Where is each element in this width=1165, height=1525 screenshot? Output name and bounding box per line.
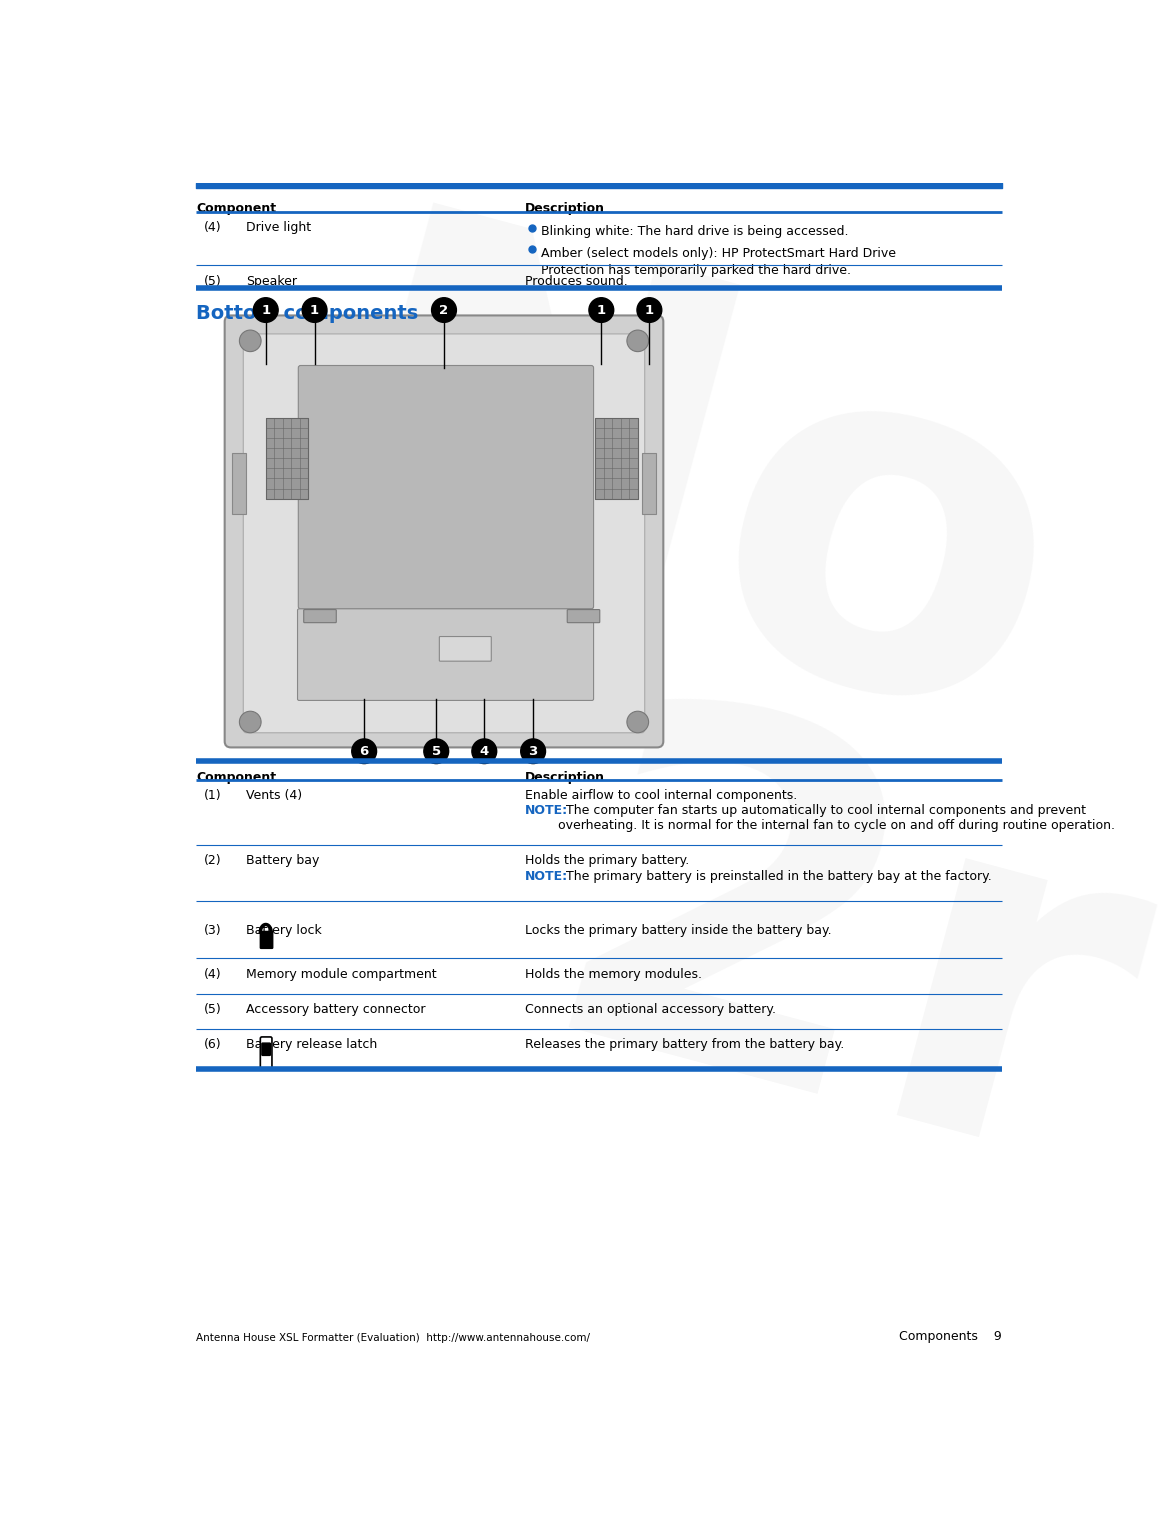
- Text: Locks the primary battery inside the battery bay.: Locks the primary battery inside the bat…: [525, 924, 832, 936]
- FancyBboxPatch shape: [233, 453, 246, 514]
- Text: Vents (4): Vents (4): [246, 788, 303, 802]
- Circle shape: [521, 740, 545, 764]
- Text: Bottom components: Bottom components: [196, 303, 418, 323]
- Text: (3): (3): [204, 924, 221, 936]
- Text: Connects an optional accessory battery.: Connects an optional accessory battery.: [525, 1003, 776, 1016]
- Text: 1: 1: [261, 303, 270, 317]
- Text: Components    9: Components 9: [899, 1330, 1002, 1344]
- FancyBboxPatch shape: [262, 1043, 270, 1055]
- FancyBboxPatch shape: [260, 932, 273, 949]
- Circle shape: [302, 297, 327, 322]
- Text: (4): (4): [204, 221, 221, 235]
- Text: Description: Description: [525, 770, 606, 784]
- Text: (1): (1): [204, 788, 221, 802]
- Text: (6): (6): [204, 1039, 221, 1051]
- Text: Antenna House XSL Formatter (Evaluation)  http://www.antennahouse.com/: Antenna House XSL Formatter (Evaluation)…: [196, 1333, 589, 1344]
- Circle shape: [239, 711, 261, 734]
- Circle shape: [431, 297, 457, 322]
- Text: NOTE:: NOTE:: [525, 869, 569, 883]
- FancyBboxPatch shape: [304, 610, 337, 622]
- Circle shape: [424, 740, 449, 764]
- Text: Holds the memory modules.: Holds the memory modules.: [525, 968, 702, 981]
- Text: (5): (5): [204, 276, 221, 288]
- Text: Blinking white: The hard drive is being accessed.: Blinking white: The hard drive is being …: [541, 226, 848, 238]
- FancyBboxPatch shape: [225, 316, 663, 747]
- Text: Description: Description: [525, 203, 606, 215]
- Circle shape: [352, 740, 376, 764]
- Circle shape: [239, 329, 261, 352]
- FancyBboxPatch shape: [297, 608, 594, 700]
- FancyBboxPatch shape: [642, 453, 656, 514]
- Text: Component: Component: [196, 203, 276, 215]
- Text: Amber (select models only): HP ProtectSmart Hard Drive
Protection has temporaril: Amber (select models only): HP ProtectSm…: [541, 247, 896, 278]
- Text: 6: 6: [360, 744, 369, 758]
- Circle shape: [472, 740, 496, 764]
- Circle shape: [253, 297, 278, 322]
- Text: Drive light: Drive light: [246, 221, 311, 235]
- Text: (5): (5): [204, 1003, 221, 1016]
- Text: Battery lock: Battery lock: [246, 924, 323, 936]
- Text: 3: 3: [529, 744, 538, 758]
- FancyBboxPatch shape: [567, 610, 600, 622]
- Text: Releases the primary battery from the battery bay.: Releases the primary battery from the ba…: [525, 1039, 845, 1051]
- Circle shape: [637, 297, 662, 322]
- Text: Enable airflow to cool internal components.: Enable airflow to cool internal componen…: [525, 788, 798, 802]
- Text: No: No: [269, 188, 1107, 833]
- Text: Memory module compartment: Memory module compartment: [246, 968, 437, 981]
- FancyBboxPatch shape: [595, 418, 637, 499]
- Text: (2): (2): [204, 854, 221, 868]
- FancyBboxPatch shape: [298, 366, 594, 608]
- Text: (4): (4): [204, 968, 221, 981]
- FancyBboxPatch shape: [439, 636, 492, 662]
- FancyBboxPatch shape: [243, 334, 644, 734]
- Text: 4: 4: [480, 744, 489, 758]
- Circle shape: [627, 711, 649, 734]
- Text: Accessory battery connector: Accessory battery connector: [246, 1003, 426, 1016]
- Text: 2: 2: [439, 303, 449, 317]
- Text: Holds the primary battery.: Holds the primary battery.: [525, 854, 690, 868]
- Circle shape: [589, 297, 614, 322]
- Text: Battery release latch: Battery release latch: [246, 1039, 377, 1051]
- Text: The primary battery is preinstalled in the battery bay at the factory.: The primary battery is preinstalled in t…: [558, 869, 991, 883]
- Text: 1: 1: [596, 303, 606, 317]
- Text: Speaker: Speaker: [246, 276, 297, 288]
- Circle shape: [627, 329, 649, 352]
- Text: 1: 1: [310, 303, 319, 317]
- Text: Component: Component: [196, 770, 276, 784]
- Text: The computer fan starts up automatically to cool internal components and prevent: The computer fan starts up automatically…: [558, 804, 1115, 833]
- Text: 5: 5: [432, 744, 440, 758]
- Text: 1: 1: [644, 303, 654, 317]
- Text: 2r: 2r: [503, 671, 1165, 1273]
- Text: Produces sound.: Produces sound.: [525, 276, 628, 288]
- FancyBboxPatch shape: [260, 1037, 271, 1069]
- Text: NOTE:: NOTE:: [525, 804, 569, 817]
- FancyBboxPatch shape: [266, 418, 309, 499]
- Text: Battery bay: Battery bay: [246, 854, 319, 868]
